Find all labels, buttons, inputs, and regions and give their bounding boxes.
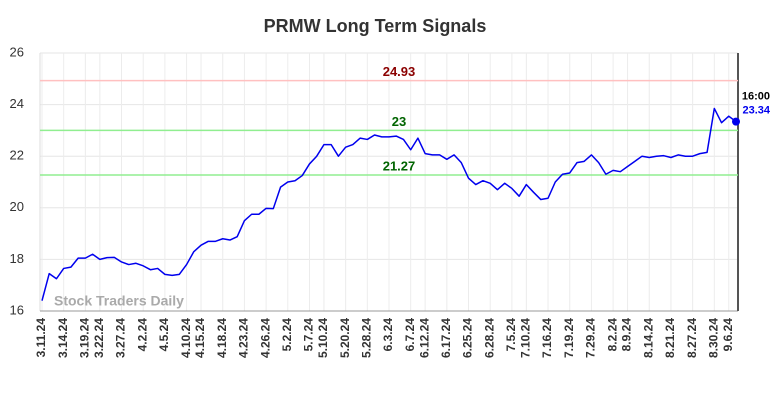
x-tick-label: 7.5.24 xyxy=(504,318,518,352)
x-tick-label: 4.18.24 xyxy=(215,318,229,358)
x-tick-label: 3.27.24 xyxy=(114,318,128,358)
x-tick-label: 4.23.24 xyxy=(237,318,251,358)
y-tick-label: 26 xyxy=(10,44,24,59)
x-tick-label: 7.16.24 xyxy=(540,318,554,358)
signal-label: 21.27 xyxy=(383,158,416,173)
x-tick-label: 8.2.24 xyxy=(605,318,619,352)
x-tick-label: 9.6.24 xyxy=(721,318,735,352)
x-tick-label: 6.28.24 xyxy=(482,318,496,358)
x-tick-label: 7.29.24 xyxy=(584,318,598,358)
x-tick-label: 8.14.24 xyxy=(641,318,655,358)
watermark: Stock Traders Daily xyxy=(54,293,184,309)
x-tick-label: 8.21.24 xyxy=(663,318,677,358)
x-tick-label: 5.20.24 xyxy=(338,318,352,358)
y-tick-label: 22 xyxy=(10,148,24,163)
x-tick-label: 5.10.24 xyxy=(316,318,330,358)
x-tick-label: 6.3.24 xyxy=(381,318,395,352)
x-tick-label: 5.2.24 xyxy=(280,318,294,352)
signal-label: 24.93 xyxy=(383,64,416,79)
x-tick-label: 4.5.24 xyxy=(157,318,171,352)
x-tick-label: 8.27.24 xyxy=(685,318,699,358)
x-tick-label: 4.26.24 xyxy=(258,318,272,358)
x-tick-label: 4.2.24 xyxy=(135,318,149,352)
chart-title: PRMW Long Term Signals xyxy=(264,16,487,36)
x-tick-label: 3.22.24 xyxy=(92,318,106,358)
price-line xyxy=(41,107,737,301)
grid xyxy=(39,52,739,312)
x-tick-label: 6.17.24 xyxy=(439,318,453,358)
last-point xyxy=(732,117,740,126)
x-tick-label: 3.14.24 xyxy=(56,318,70,358)
marks xyxy=(40,79,740,301)
x-tick-label: 8.9.24 xyxy=(620,318,634,352)
last-value-label: 23.34 xyxy=(742,105,770,117)
y-tick-label: 16 xyxy=(10,302,24,317)
x-tick-label: 6.12.24 xyxy=(417,318,431,358)
x-tick-label: 3.11.24 xyxy=(34,318,48,358)
x-tick-label: 7.19.24 xyxy=(562,318,576,358)
x-tick-label: 6.25.24 xyxy=(461,318,475,358)
y-tick-label: 18 xyxy=(10,251,24,266)
x-tick-label: 7.10.24 xyxy=(519,318,533,358)
signal-label: 23 xyxy=(392,114,406,129)
x-tick-label: 5.28.24 xyxy=(359,318,373,358)
x-tick-label: 4.10.24 xyxy=(179,318,193,358)
y-tick-label: 20 xyxy=(10,199,24,214)
x-tick-label: 6.7.24 xyxy=(403,318,417,352)
last-time-label: 16:00 xyxy=(742,91,770,103)
x-tick-label: 5.7.24 xyxy=(302,318,316,352)
y-tick-label: 24 xyxy=(10,96,24,111)
x-tick-label: 8.30.24 xyxy=(706,318,720,358)
x-tick-label: 3.19.24 xyxy=(78,318,92,358)
x-tick-label: 4.15.24 xyxy=(193,318,207,358)
